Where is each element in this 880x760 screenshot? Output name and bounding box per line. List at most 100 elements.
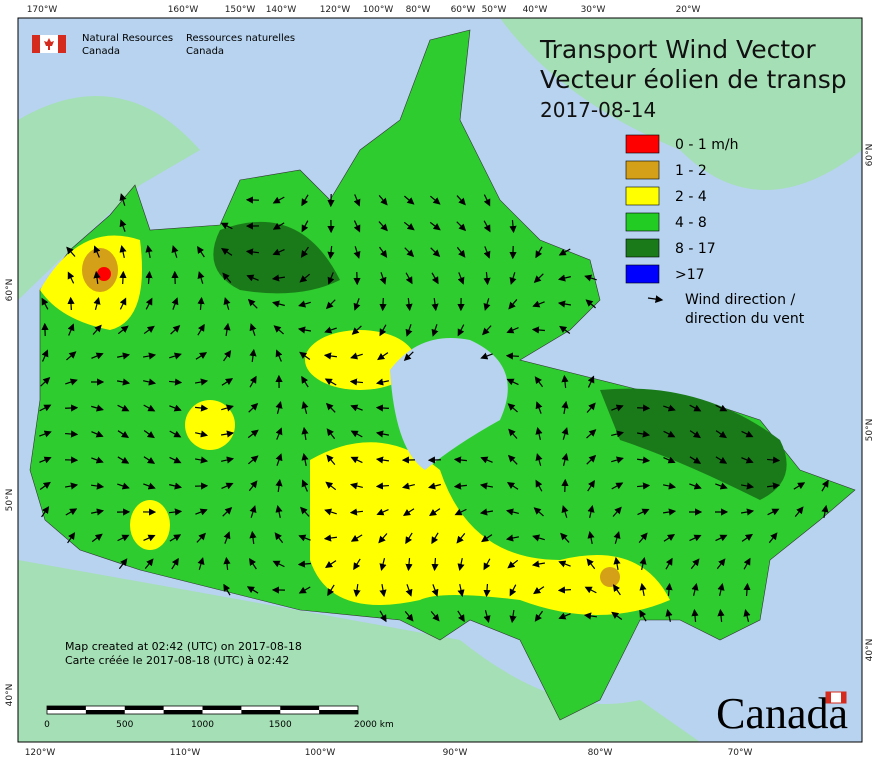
wind-arrow <box>613 556 621 571</box>
wind-arrow <box>480 352 493 360</box>
wind-arrow <box>454 508 467 516</box>
scale-bar-segment <box>163 710 203 714</box>
wind-arrow <box>349 378 364 386</box>
wind-arrow <box>223 583 231 596</box>
wind-arrow <box>637 508 650 516</box>
wind-arrow <box>375 404 390 412</box>
legend-arrow-label: direction du vent <box>685 311 805 327</box>
wind-arrow <box>689 430 701 439</box>
legend: Wind direction / direction du vent 0 - 1… <box>625 134 805 327</box>
wind-arrow <box>351 325 362 335</box>
wind-arrow <box>560 532 570 543</box>
wind-arrow <box>509 272 517 285</box>
wind-arrow <box>324 378 337 386</box>
wind-arrow <box>507 403 518 413</box>
wind-arrow <box>223 297 231 310</box>
wind-arrow <box>324 508 337 516</box>
wind-arrow <box>639 609 647 622</box>
wind-arrow <box>116 378 131 386</box>
scale-bar-label: 0 <box>44 720 50 730</box>
wind-arrow <box>40 377 51 387</box>
longitude-label: 60°W <box>451 5 476 15</box>
wind-arrow <box>611 456 624 464</box>
scale-bar-segment <box>241 710 281 714</box>
wind-arrow <box>117 430 130 438</box>
title: Vecteur éolien de transp <box>540 65 847 94</box>
wind-arrow <box>611 611 623 621</box>
wind-arrow <box>196 532 206 543</box>
wind-arrow <box>586 402 596 413</box>
wind-arrow <box>715 456 728 464</box>
wind-arrow <box>767 508 780 516</box>
wind-arrow <box>93 270 101 285</box>
scale-bar-segment <box>47 706 86 710</box>
wind-arrow <box>248 480 258 492</box>
wind-arrow <box>587 375 595 388</box>
map-date: 2017-08-14 <box>540 98 656 122</box>
wind-arrow <box>457 584 465 598</box>
wind-arrow <box>379 272 387 285</box>
wind-arrow <box>379 246 388 258</box>
wind-arrow <box>456 532 466 544</box>
wind-arrow <box>275 401 283 414</box>
usa <box>18 560 700 742</box>
wind-arrow <box>197 296 205 311</box>
wind-arrow <box>508 299 518 310</box>
wind-arrow <box>272 560 285 568</box>
longitude-label: 100°W <box>363 5 394 15</box>
legend-label: 0 - 1 m/h <box>675 137 738 153</box>
longitude-label: 50°W <box>482 5 507 15</box>
wind-arrow <box>248 455 259 465</box>
wind-arrow <box>429 195 441 205</box>
wind-arrow <box>378 221 388 232</box>
wind-arrow <box>378 195 388 206</box>
wind-arrow <box>39 456 52 464</box>
wind-arrow <box>194 378 209 386</box>
wind-arrow <box>301 375 309 388</box>
scale-bar-label: 500 <box>116 720 133 730</box>
wind-arrow <box>195 430 209 438</box>
legend-label: 1 - 2 <box>675 163 707 179</box>
wind-arrow <box>535 246 543 259</box>
wind-arrow <box>249 557 257 570</box>
wind-arrow <box>221 378 234 386</box>
wind-arrow <box>481 534 493 543</box>
wind-arrow <box>142 352 157 360</box>
wind-arrow <box>39 404 52 412</box>
wind-arrow <box>636 482 651 490</box>
wind-arrow <box>247 298 258 309</box>
wind-arrow <box>557 274 571 282</box>
wind-arrow <box>403 351 414 362</box>
wind-arrow <box>144 558 154 570</box>
agency-fr: Canada <box>186 46 224 57</box>
wind-arrow <box>272 222 285 230</box>
latitude-label: 40°N <box>865 639 875 662</box>
wind-arrow <box>402 482 415 490</box>
wind-arrow <box>301 452 309 467</box>
wind-arrow <box>586 454 597 465</box>
wind-arrow <box>272 300 285 308</box>
wind-arrow <box>689 534 702 542</box>
wind-arrow <box>636 456 651 464</box>
wind-arrow <box>558 560 571 568</box>
maple-leaf <box>44 38 54 50</box>
wind-arrow <box>246 274 259 282</box>
flag-bar <box>58 35 66 53</box>
wind-arrow <box>197 271 205 284</box>
legend-swatch <box>625 186 660 206</box>
wind-arrow <box>405 532 413 545</box>
wind-arrow <box>275 478 283 493</box>
wind-arrow <box>221 482 234 490</box>
wind-arrow <box>169 456 182 464</box>
wind-arrow <box>117 404 130 412</box>
wind-arrow <box>327 584 335 597</box>
wind-arrow <box>379 297 387 312</box>
wind-arrow <box>271 274 286 282</box>
wind-arrow <box>64 404 79 412</box>
wind-arrow <box>403 221 415 231</box>
wind-arrow <box>509 609 517 624</box>
wind-arrow <box>507 559 519 569</box>
wind-arrow <box>431 324 439 337</box>
agency-fr: Ressources naturelles <box>186 33 295 44</box>
